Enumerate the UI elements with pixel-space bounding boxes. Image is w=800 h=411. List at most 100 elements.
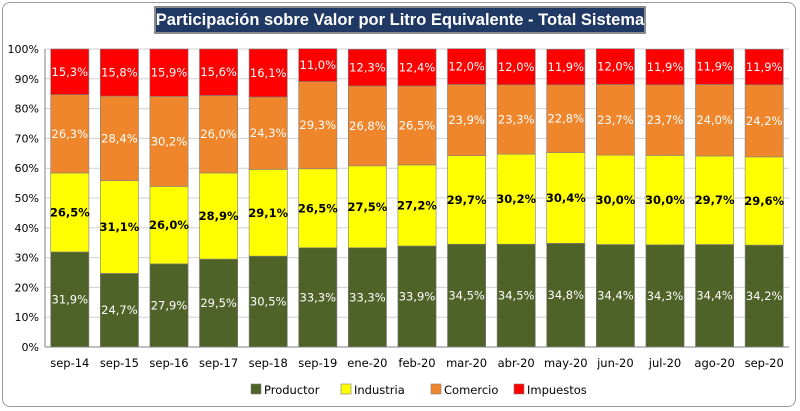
bar-segment-industria	[546, 152, 586, 244]
y-tick-label: 70%	[15, 132, 39, 145]
bar-segment-industria	[695, 155, 734, 245]
bar-segment-comercio	[744, 84, 784, 158]
data-label: 26,3%	[52, 127, 89, 141]
data-label: 23,9%	[448, 113, 485, 127]
data-label: 29,6%	[744, 194, 784, 208]
bar-segment-comercio	[645, 84, 685, 156]
x-tick-label: jul-20	[648, 356, 681, 370]
data-label: 33,3%	[300, 290, 337, 304]
x-tick-label: sep-19	[298, 356, 337, 370]
x-tick-label: sep-17	[199, 356, 238, 370]
bar-segment-impuestos	[744, 48, 784, 86]
data-label: 15,6%	[200, 65, 237, 79]
bar-segment-industria	[348, 165, 387, 249]
y-tick-label: 50%	[15, 192, 39, 205]
data-label: 12,3%	[349, 61, 386, 75]
bar-segment-comercio	[199, 95, 238, 174]
legend-label: Productor	[264, 383, 320, 397]
data-label: 26,8%	[349, 119, 386, 133]
data-label: 29,1%	[248, 206, 288, 220]
bar-segment-industria	[199, 172, 238, 260]
x-tick-label: sep-18	[249, 356, 288, 370]
chart-title: Participación sobre Valor por Litro Equi…	[155, 10, 645, 29]
legend-swatch-comercio	[430, 383, 442, 395]
data-label: 27,9%	[151, 298, 188, 312]
data-label: 23,3%	[498, 112, 535, 126]
y-tick-label: 100%	[8, 43, 39, 56]
bar-segment-comercio	[149, 96, 189, 187]
data-label: 29,5%	[200, 296, 237, 310]
data-label: 16,1%	[250, 66, 287, 80]
bar-segment-impuestos	[149, 48, 189, 97]
bar-segment-productor	[50, 251, 90, 348]
data-label: 34,4%	[597, 289, 634, 303]
x-tick-label: abr-20	[498, 356, 535, 370]
bar-segment-comercio	[496, 84, 536, 155]
x-tick-label: sep-16	[149, 356, 188, 370]
data-label: 30,4%	[546, 191, 586, 205]
data-label: 30,0%	[645, 193, 685, 207]
y-tick-label: 20%	[15, 281, 39, 294]
data-label: 22,8%	[548, 112, 585, 126]
x-tick-label: ago-20	[694, 356, 734, 370]
data-label: 26,5%	[399, 118, 436, 132]
data-label: 29,7%	[447, 193, 487, 207]
legend-label: Comercio	[444, 383, 498, 397]
data-label: 28,4%	[101, 131, 138, 145]
data-label: 30,0%	[595, 193, 635, 207]
data-label: 24,7%	[101, 303, 138, 317]
legend-swatch-productor	[250, 383, 262, 395]
bar-segment-comercio	[50, 94, 90, 174]
bar-segment-productor	[149, 263, 189, 348]
data-label: 30,2%	[496, 192, 536, 206]
bar-segment-productor	[397, 245, 437, 348]
bar-segment-industria	[149, 186, 189, 265]
bar-segment-comercio	[100, 95, 139, 182]
bar-segment-productor	[546, 242, 586, 348]
x-tick-label: feb-20	[398, 356, 435, 370]
bar-segment-comercio	[546, 84, 586, 154]
y-tick-label: 30%	[15, 252, 39, 265]
legend-label: Industria	[354, 383, 405, 397]
data-label: 12,0%	[448, 60, 485, 74]
data-label: 11,9%	[647, 60, 684, 74]
bar-segment-comercio	[248, 96, 288, 170]
x-tick-label: jun-20	[596, 356, 634, 370]
data-label: 11,9%	[746, 60, 783, 74]
x-tick-label: mar-20	[446, 356, 487, 370]
data-label: 26,0%	[149, 218, 189, 232]
bar-segment-impuestos	[199, 48, 238, 96]
bar-segment-impuestos	[645, 48, 685, 86]
x-tick-label: ene-20	[347, 356, 387, 370]
bar-segment-industria	[596, 154, 635, 245]
data-label: 15,8%	[101, 66, 138, 80]
bar-segment-productor	[248, 255, 288, 348]
data-label: 34,8%	[548, 288, 585, 302]
bar-segment-industria	[100, 180, 139, 274]
data-label: 23,7%	[647, 113, 684, 127]
data-label: 27,5%	[347, 200, 387, 214]
data-label: 26,0%	[200, 127, 237, 141]
bar-segment-comercio	[397, 85, 437, 166]
bar-segment-productor	[744, 244, 784, 348]
bar-segment-productor	[298, 247, 338, 348]
data-label: 34,5%	[498, 289, 535, 303]
data-label: 24,0%	[696, 113, 733, 127]
data-label: 31,9%	[52, 292, 89, 306]
bar-segment-industria	[645, 155, 685, 246]
legend-label: Impuestos	[527, 383, 587, 397]
bar-segment-impuestos	[348, 48, 387, 87]
data-label: 30,2%	[151, 134, 188, 148]
x-tick-label: sep-20	[745, 356, 784, 370]
bar-segment-productor	[199, 258, 238, 348]
data-label: 15,3%	[52, 65, 89, 79]
y-tick-label: 60%	[15, 162, 39, 175]
data-label: 24,2%	[746, 114, 783, 128]
legend-swatch-impuestos	[513, 383, 525, 395]
bar-segment-impuestos	[496, 48, 536, 86]
bar-segment-impuestos	[596, 48, 635, 85]
chart-title-box: Participación sobre Valor por Litro Equi…	[154, 6, 646, 34]
bar-segment-impuestos	[50, 48, 90, 95]
data-label: 12,0%	[597, 60, 634, 74]
data-label: 26,5%	[50, 205, 90, 219]
